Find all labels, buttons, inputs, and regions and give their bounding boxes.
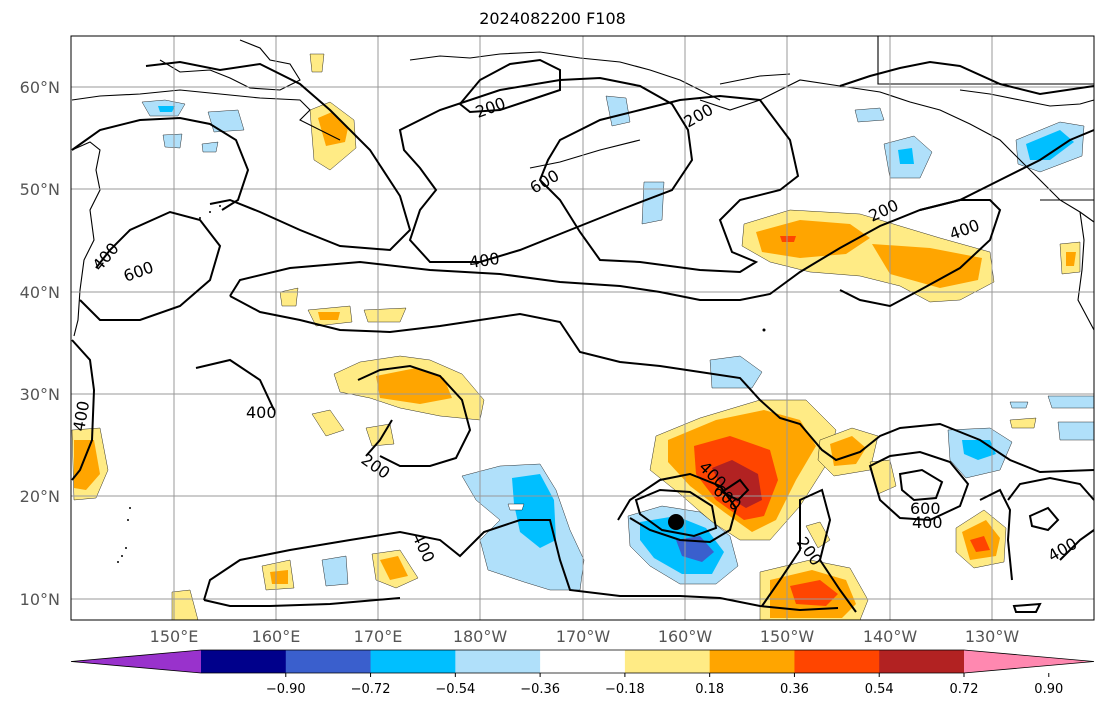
colorbar-tick-label: 0.54: [865, 682, 894, 697]
colorbar-tick-label: −0.18: [605, 682, 645, 697]
contour-label: 400: [246, 403, 277, 422]
colorbar-segment: [624, 650, 711, 673]
lon-label: 140°W: [863, 627, 918, 646]
contour-label: 400: [468, 249, 501, 272]
colorbar-segment: [709, 650, 795, 673]
lat-label: 20°N: [20, 487, 60, 506]
colorbar-tick-label: 0.18: [695, 682, 724, 697]
colorbar-segment: [540, 650, 626, 673]
contour-label: 600: [121, 257, 156, 285]
lon-label: 160°E: [252, 627, 301, 646]
colorbar-outline: [70, 649, 1095, 674]
lat-label: 40°N: [20, 283, 60, 302]
latitude-labels: 60°N 50°N 40°N 30°N 20°N 10°N: [20, 78, 60, 609]
lon-label: 170°E: [354, 627, 403, 646]
colorbar-extend-min: [71, 650, 201, 673]
contour-label: 400: [408, 530, 438, 566]
contour-label: 200: [358, 450, 394, 483]
lon-label: 130°W: [965, 627, 1020, 646]
anomaly-shading: [71, 53, 1095, 621]
lon-label: 150°E: [150, 627, 199, 646]
lon-label: 170°W: [556, 627, 611, 646]
lat-label: 30°N: [20, 385, 60, 404]
island-dots: [117, 205, 766, 563]
colorbar-tick-label: 0.90: [1034, 682, 1063, 697]
map-frame: [70, 35, 1095, 621]
lon-label: 150°W: [760, 627, 815, 646]
colorbar-tick-label: 0.36: [780, 682, 809, 697]
lat-label: 60°N: [20, 78, 60, 97]
lat-label: 50°N: [20, 180, 60, 199]
colorbar-segment: [201, 650, 287, 673]
colorbar: −0.90 −0.72 −0.54 −0.36 −0.18 0.18 0.36 0.54 0.7…: [70, 649, 1095, 697]
contour-label: 400: [912, 513, 943, 532]
colorbar-tick-label: −0.54: [435, 682, 475, 697]
colorbar-tick-label: −0.72: [351, 682, 391, 697]
contour-label: 400: [69, 399, 93, 432]
gridlines: [71, 36, 1094, 620]
chart-title: 2024082200 F108: [479, 9, 626, 28]
storm-center-marker: [668, 514, 684, 530]
colorbar-tick-label: −0.36: [520, 682, 560, 697]
contour-label: 400: [1045, 534, 1081, 566]
contour-label: 400: [89, 239, 123, 275]
colorbar-segment: [455, 650, 541, 673]
contour-label: 400: [947, 215, 982, 243]
height-contours: [71, 58, 1095, 613]
longitude-labels: 150°E 160°E 170°E 180°W 170°W 160°W 150°…: [150, 627, 1020, 646]
colorbar-tick-label: 0.72: [950, 682, 979, 697]
colorbar-segment: [794, 650, 880, 673]
contour-label: 600: [527, 166, 563, 198]
coastlines: [71, 36, 1095, 337]
lon-label: 180°W: [453, 627, 508, 646]
colorbar-segment: [285, 650, 372, 673]
colorbar-extend-max: [964, 650, 1094, 673]
colorbar-segment: [370, 650, 456, 673]
colorbar-segment: [879, 650, 965, 673]
lat-label: 10°N: [20, 590, 60, 609]
lon-label: 160°W: [658, 627, 713, 646]
contour-label: 600: [910, 499, 941, 518]
colorbar-tick-label: −0.90: [266, 682, 306, 697]
